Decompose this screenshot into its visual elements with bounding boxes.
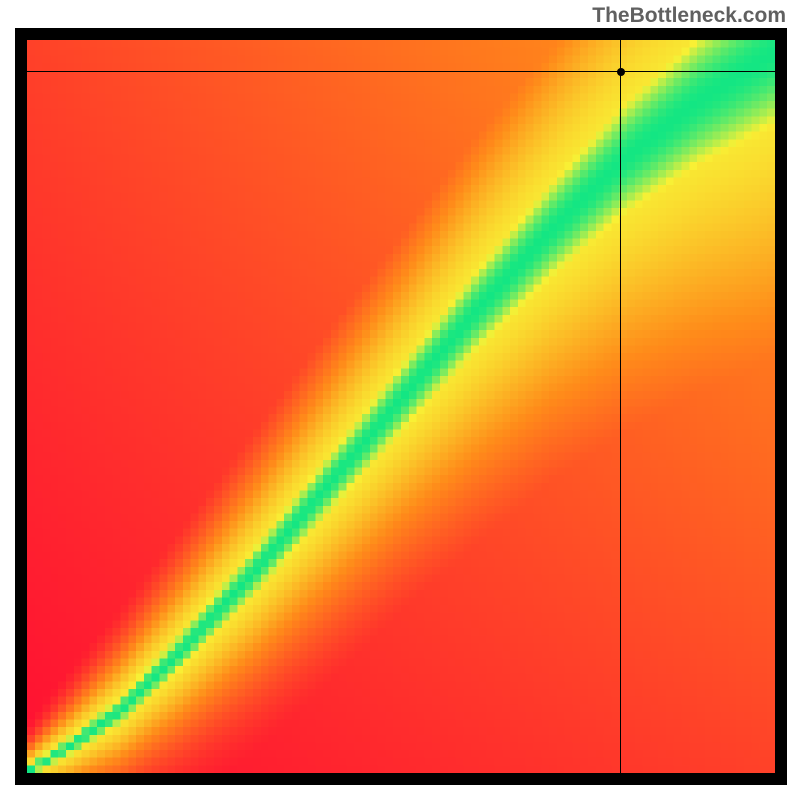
crosshair-marker <box>617 68 625 76</box>
crosshair-horizontal <box>27 71 775 72</box>
watermark-text: TheBottleneck.com <box>592 4 786 28</box>
bottleneck-heatmap <box>27 40 775 773</box>
crosshair-vertical <box>620 40 621 773</box>
